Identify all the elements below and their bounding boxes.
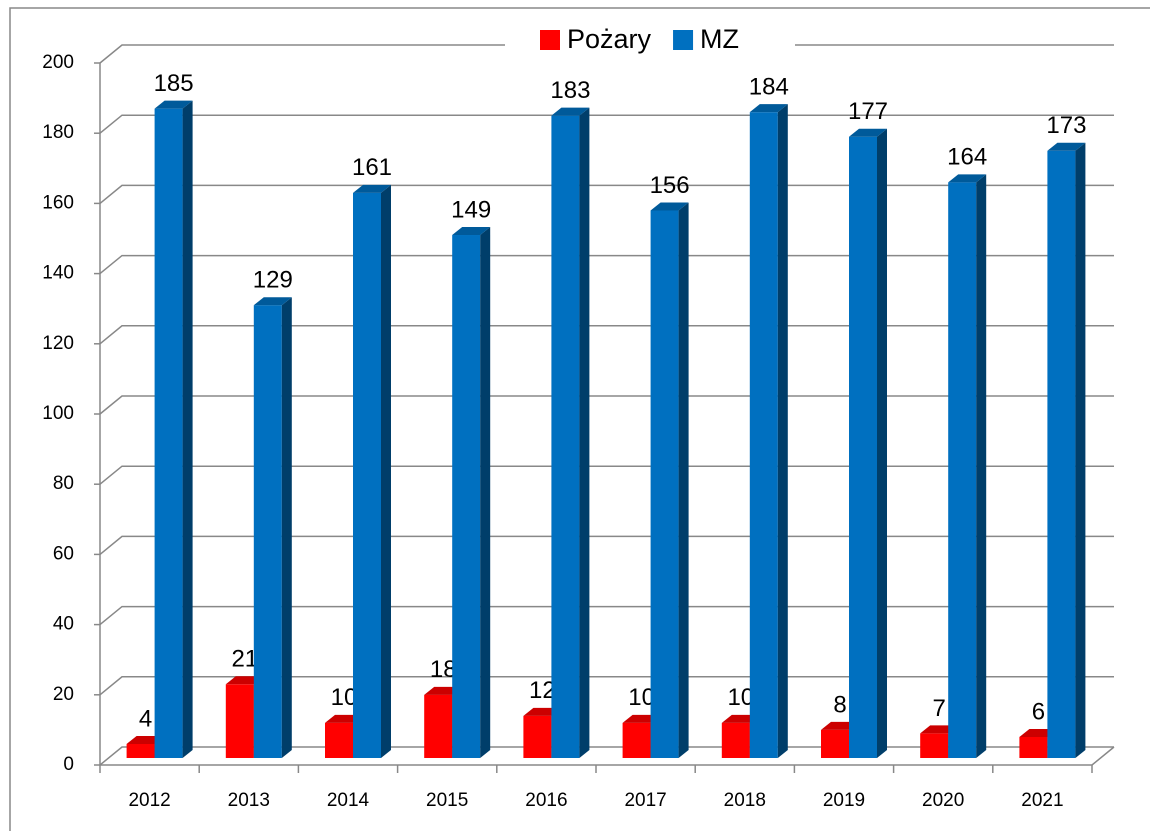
bar-side (976, 174, 987, 759)
bar-side (877, 128, 887, 759)
bar (225, 676, 264, 758)
legend-swatch (540, 30, 560, 50)
bar (452, 227, 491, 758)
bar-front (650, 210, 679, 758)
x-tick-label: 2014 (327, 790, 370, 811)
bar-front (225, 684, 254, 758)
bar-top (452, 227, 491, 236)
y-tick-label: 20 (53, 684, 74, 705)
bar (650, 202, 689, 758)
bar-top (749, 104, 788, 113)
y-tick-label: 180 (42, 122, 74, 143)
y-tick-label: 120 (42, 333, 74, 354)
data-label: 156 (650, 172, 690, 199)
bar-front (749, 112, 778, 758)
data-label: 10 (727, 684, 754, 711)
bar-front (154, 108, 183, 758)
data-label: 164 (947, 144, 987, 171)
bar-side (777, 104, 788, 758)
y-tick-label: 40 (53, 614, 74, 635)
y-tick-label: 0 (63, 754, 74, 775)
x-tick-label: 2016 (525, 790, 567, 811)
data-label: 6 (1032, 698, 1045, 725)
bar-front (452, 235, 481, 758)
data-label: 177 (848, 98, 888, 125)
bar-top (650, 202, 689, 211)
bar-top (253, 297, 292, 306)
bar (253, 297, 292, 758)
bar-front (821, 729, 849, 758)
data-label: 12 (529, 677, 556, 704)
y-tick-label: 200 (42, 52, 74, 73)
legend-label: MZ (700, 24, 739, 54)
x-tick-label: 2018 (724, 790, 766, 811)
bar-side (281, 297, 292, 758)
bar-front (721, 722, 750, 758)
data-label: 21 (231, 646, 258, 673)
bar (551, 107, 590, 759)
bar-front (523, 715, 552, 758)
data-label: 10 (331, 684, 358, 711)
data-label: 173 (1046, 112, 1086, 139)
bar (849, 128, 887, 759)
data-label: 183 (550, 77, 590, 104)
data-label: 18 (430, 656, 457, 683)
bar (154, 100, 193, 758)
bar-side (579, 107, 590, 759)
x-tick-label: 2021 (1021, 790, 1063, 811)
bar-front (253, 305, 282, 758)
y-tick-label: 60 (53, 543, 74, 564)
bar-side (678, 202, 689, 758)
bar-top (948, 174, 987, 183)
bar-top (353, 184, 391, 193)
bar-side (381, 184, 391, 758)
legend-swatch (673, 30, 694, 50)
bar-front (424, 694, 453, 758)
bar-front (622, 722, 651, 758)
data-label: 4 (139, 705, 152, 732)
bar-front (353, 192, 381, 758)
bar-top (551, 107, 590, 116)
bar-side (1075, 142, 1086, 758)
y-tick-label: 160 (42, 192, 74, 213)
data-label: 184 (749, 74, 789, 101)
bar-top (849, 128, 887, 137)
x-tick-label: 2013 (228, 790, 270, 811)
x-tick-label: 2019 (823, 790, 865, 811)
bar (749, 104, 788, 758)
x-tick-label: 2012 (128, 790, 170, 811)
y-tick-label: 100 (42, 403, 74, 424)
bar-top (154, 100, 193, 109)
bar-front (920, 733, 949, 758)
bar-front (1047, 150, 1076, 758)
bar (353, 184, 391, 758)
bar-front (849, 136, 877, 759)
x-tick-label: 2015 (426, 790, 468, 811)
y-tick-label: 140 (42, 263, 74, 284)
bar-front (948, 182, 977, 759)
data-label: 7 (933, 695, 946, 722)
bar-top (1047, 142, 1086, 151)
bar-side (480, 227, 491, 758)
x-tick-label: 2017 (624, 790, 666, 811)
data-label: 149 (451, 196, 491, 223)
legend-label: Pożary (567, 24, 652, 54)
bar-front (126, 743, 155, 758)
bar-front (1019, 736, 1048, 758)
y-tick-label: 80 (53, 473, 74, 494)
data-label: 185 (154, 70, 194, 97)
bar (948, 174, 987, 759)
bar (1047, 142, 1086, 758)
data-label: 129 (253, 267, 293, 294)
x-tick-label: 2020 (922, 790, 964, 811)
bar-front (325, 722, 353, 758)
bar-front (551, 115, 580, 759)
data-label: 161 (352, 154, 392, 181)
bar-side (182, 100, 193, 758)
data-label: 10 (628, 684, 655, 711)
data-label: 8 (833, 691, 846, 718)
